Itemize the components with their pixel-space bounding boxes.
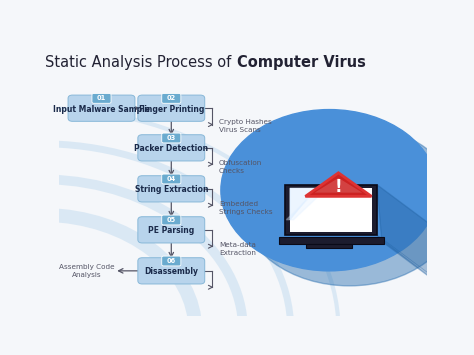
FancyBboxPatch shape <box>138 95 205 121</box>
Text: Meta-data
Extraction: Meta-data Extraction <box>219 242 256 256</box>
FancyBboxPatch shape <box>68 95 135 121</box>
Text: 03: 03 <box>167 135 176 141</box>
Polygon shape <box>315 178 362 193</box>
FancyBboxPatch shape <box>279 237 383 244</box>
Polygon shape <box>305 173 372 196</box>
Text: Input Malware Sample: Input Malware Sample <box>53 104 150 114</box>
Text: 01: 01 <box>97 95 106 102</box>
Text: Computer Virus: Computer Virus <box>237 55 366 70</box>
Text: Embedded
Strings Checks: Embedded Strings Checks <box>219 201 273 215</box>
Text: Crypto Hashes
Virus Scans: Crypto Hashes Virus Scans <box>219 119 272 133</box>
Circle shape <box>241 125 458 286</box>
FancyBboxPatch shape <box>162 133 181 143</box>
Text: Finger Printing: Finger Printing <box>138 104 204 114</box>
Text: Assembly Code
Analysis: Assembly Code Analysis <box>59 264 115 278</box>
FancyBboxPatch shape <box>92 93 111 103</box>
FancyBboxPatch shape <box>138 217 205 243</box>
FancyBboxPatch shape <box>162 93 181 103</box>
Text: 02: 02 <box>167 95 176 102</box>
Text: !: ! <box>335 179 342 196</box>
Text: Packer Detection: Packer Detection <box>134 144 209 153</box>
FancyBboxPatch shape <box>138 135 205 161</box>
Polygon shape <box>377 185 448 290</box>
FancyBboxPatch shape <box>138 176 205 202</box>
Text: 04: 04 <box>167 176 176 182</box>
Text: Static Analysis Process of: Static Analysis Process of <box>45 55 236 70</box>
FancyBboxPatch shape <box>162 215 181 225</box>
Circle shape <box>221 110 438 271</box>
Text: Disassembly: Disassembly <box>144 267 198 276</box>
Text: String Extraction: String Extraction <box>135 185 208 194</box>
FancyBboxPatch shape <box>285 185 377 235</box>
Polygon shape <box>290 188 316 220</box>
Polygon shape <box>286 188 327 220</box>
Text: 05: 05 <box>167 217 176 223</box>
FancyBboxPatch shape <box>162 256 181 266</box>
Text: Obfuscation
Checks: Obfuscation Checks <box>219 160 262 174</box>
Text: 06: 06 <box>167 258 176 264</box>
FancyBboxPatch shape <box>290 188 372 232</box>
FancyBboxPatch shape <box>138 258 205 284</box>
FancyBboxPatch shape <box>162 174 181 184</box>
Text: PE Parsing: PE Parsing <box>148 226 194 235</box>
FancyBboxPatch shape <box>306 244 352 248</box>
